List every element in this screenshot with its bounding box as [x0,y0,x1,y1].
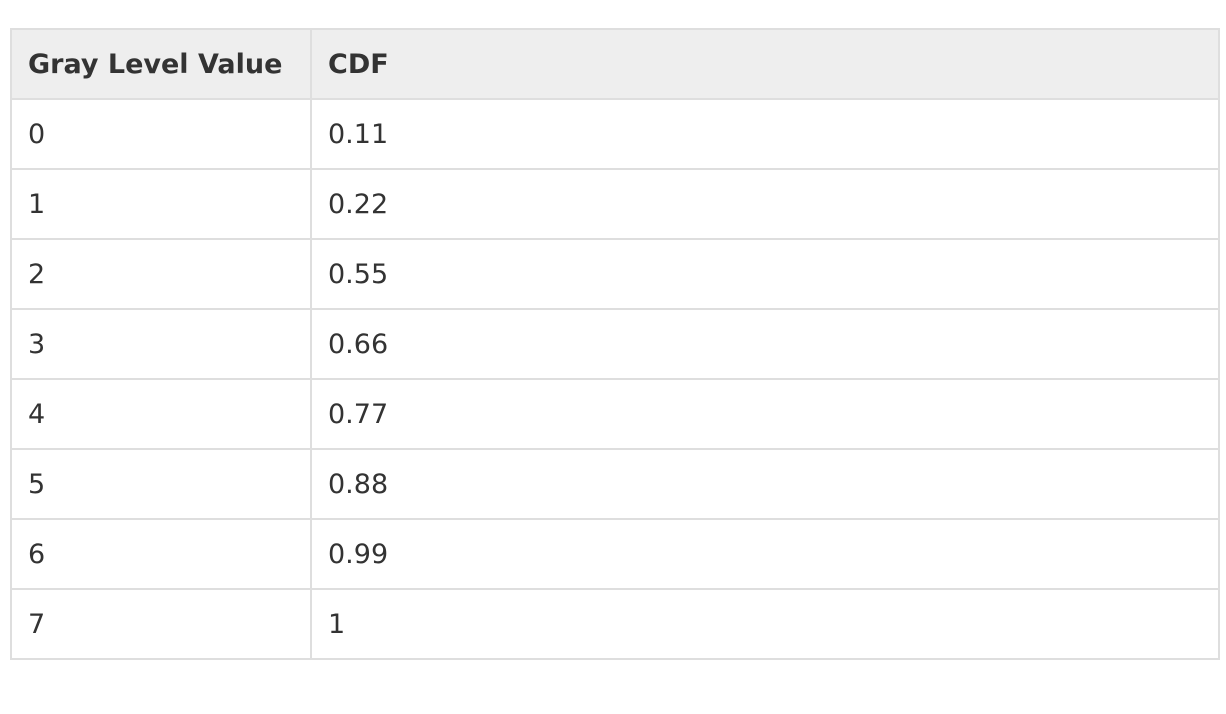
table-row: 3 0.66 [10,308,1220,380]
gray-level-cell: 3 [10,308,312,380]
header-cdf: CDF [310,28,1220,100]
gray-level-cell: 7 [10,588,312,660]
table-header-row: Gray Level Value CDF [10,28,1220,100]
cdf-cell: 0.88 [310,448,1220,520]
cdf-cell: 0.99 [310,518,1220,590]
table-row: 1 0.22 [10,168,1220,240]
header-gray-level-value: Gray Level Value [10,28,312,100]
table-row: 6 0.99 [10,518,1220,590]
gray-level-cell: 0 [10,98,312,170]
cdf-cell: 0.22 [310,168,1220,240]
cdf-cell: 0.55 [310,238,1220,310]
gray-level-cell: 6 [10,518,312,590]
gray-level-cell: 1 [10,168,312,240]
table-row: 2 0.55 [10,238,1220,310]
cdf-cell: 1 [310,588,1220,660]
gray-level-cell: 2 [10,238,312,310]
gray-level-cell: 5 [10,448,312,520]
table-row: 7 1 [10,588,1220,660]
table-row: 4 0.77 [10,378,1220,450]
cdf-cell: 0.11 [310,98,1220,170]
cdf-cell: 0.77 [310,378,1220,450]
cdf-cell: 0.66 [310,308,1220,380]
table-row: 5 0.88 [10,448,1220,520]
cdf-table-container: Gray Level Value CDF 0 0.11 1 0.22 2 0.5… [10,28,1220,660]
table-row: 0 0.11 [10,98,1220,170]
cdf-table: Gray Level Value CDF 0 0.11 1 0.22 2 0.5… [10,28,1220,660]
gray-level-cell: 4 [10,378,312,450]
